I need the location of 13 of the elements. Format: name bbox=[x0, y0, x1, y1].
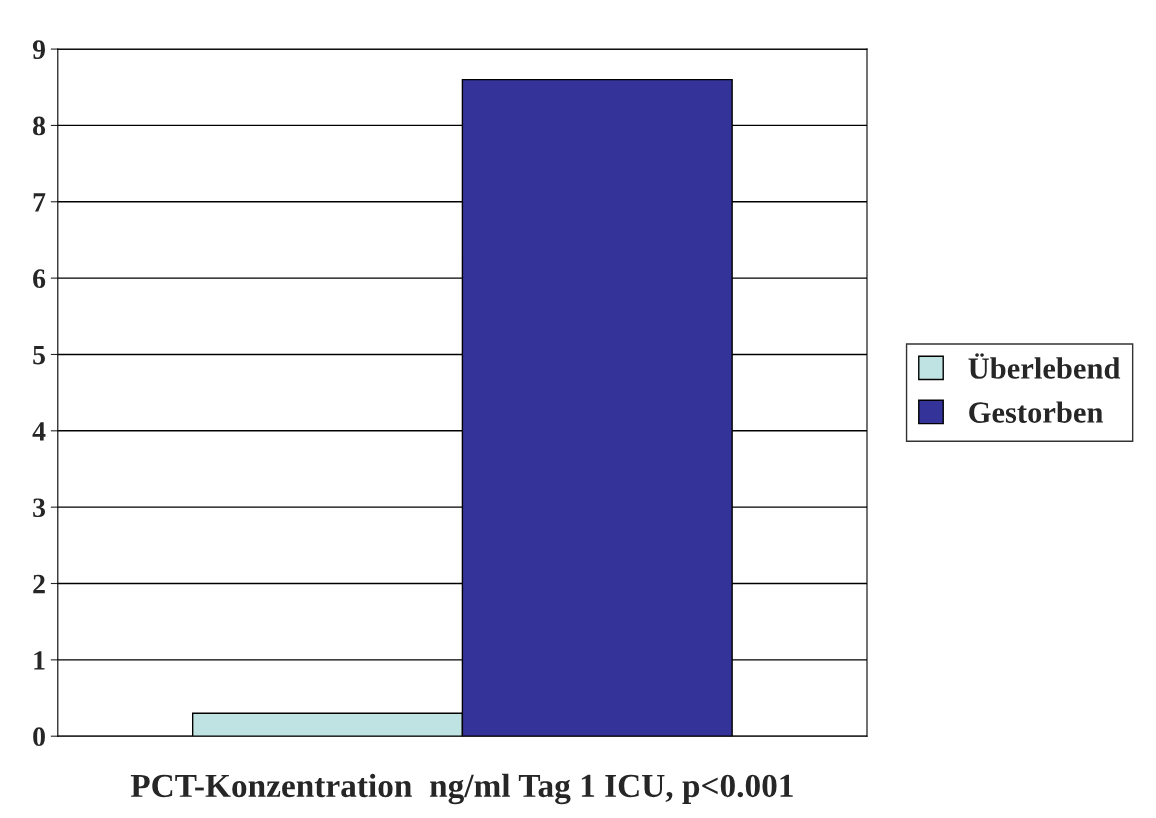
y-tick-label: 2 bbox=[33, 574, 45, 594]
y-tick-label: 3 bbox=[33, 498, 46, 518]
y-tick-label: 5 bbox=[33, 345, 45, 365]
y-tick-label: 1 bbox=[34, 651, 45, 670]
legend-label: Überlebend bbox=[968, 353, 1121, 379]
x-axis-title: PCT-Konzentration ng/ml Tag 1 ICU, p<0.001 bbox=[130, 773, 793, 805]
y-tick-label: 9 bbox=[32, 40, 45, 59]
y-tick-label: 7 bbox=[33, 193, 46, 212]
legend-label: Gestorben bbox=[969, 401, 1103, 423]
y-tick-label: 4 bbox=[32, 422, 46, 441]
y-tick-label: 8 bbox=[33, 116, 46, 136]
y-tick-label: 0 bbox=[33, 727, 45, 747]
y-tick-label: 6 bbox=[33, 269, 46, 289]
